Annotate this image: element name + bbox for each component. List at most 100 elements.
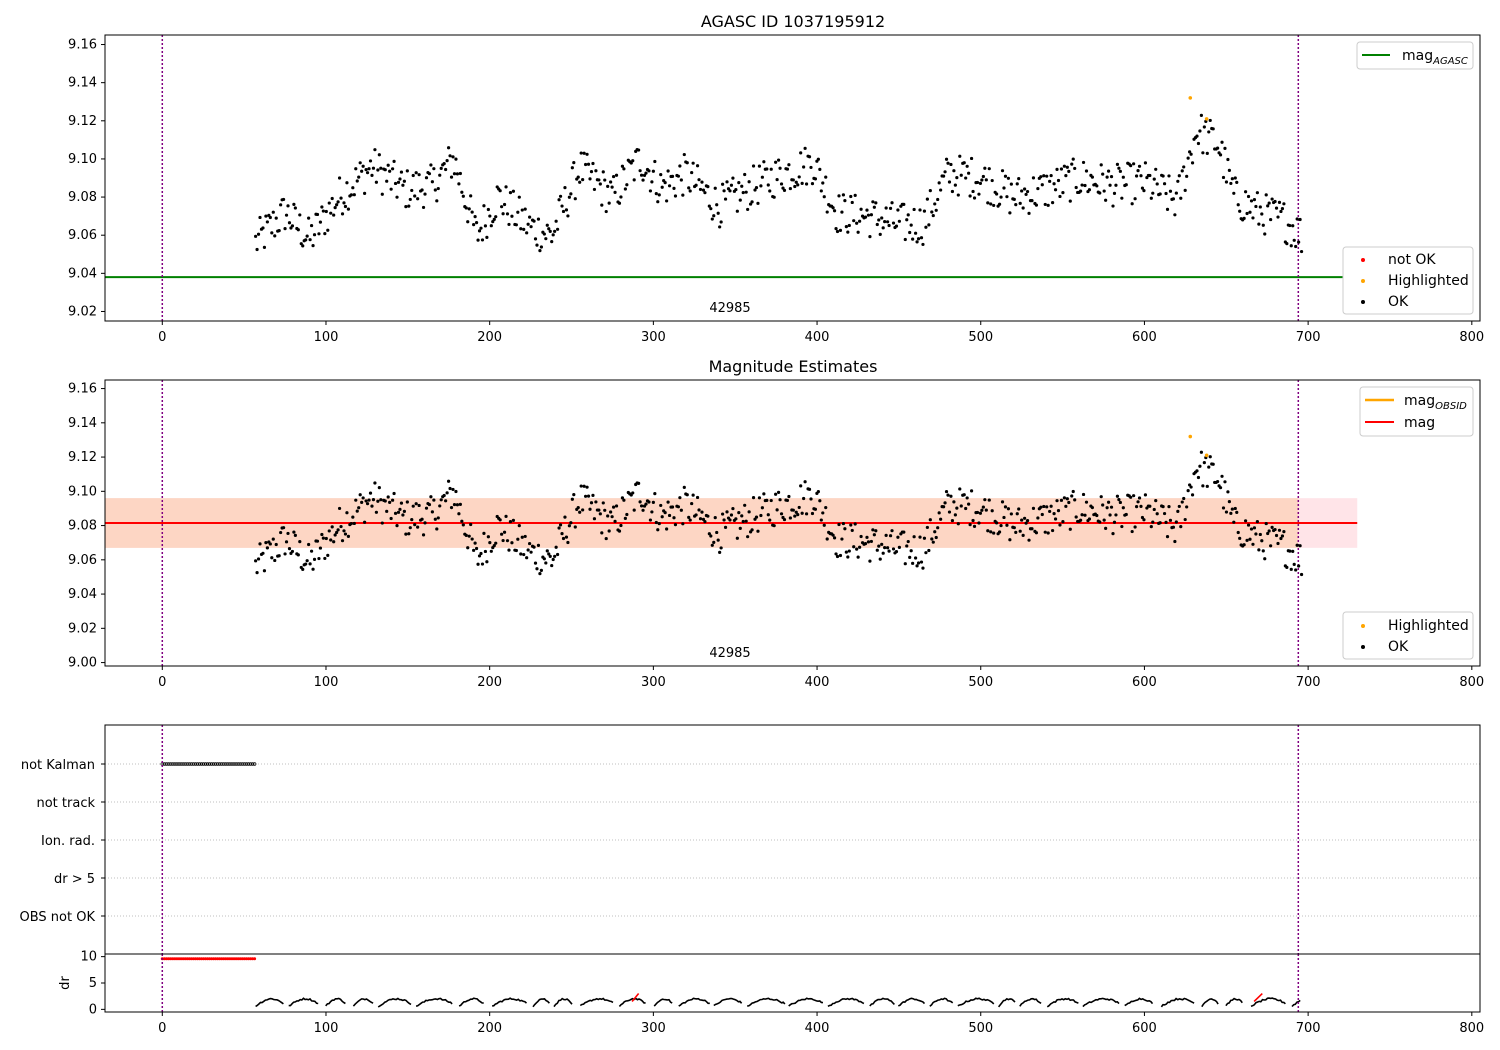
ok-point bbox=[927, 548, 931, 553]
ok-point bbox=[810, 511, 815, 516]
dr-segment bbox=[458, 997, 484, 1007]
legend2-ok-label: OK bbox=[1388, 639, 1409, 655]
ok-point bbox=[327, 529, 331, 533]
ok-point bbox=[477, 229, 482, 233]
ok-point bbox=[841, 193, 846, 197]
ok-point bbox=[995, 192, 999, 196]
ok-point bbox=[937, 181, 941, 185]
ok-point bbox=[321, 209, 325, 213]
ok-point bbox=[507, 548, 511, 552]
ok-point bbox=[1167, 504, 1171, 509]
highlighted-point bbox=[1188, 96, 1193, 100]
ok-point bbox=[1062, 164, 1066, 168]
ok-point bbox=[620, 496, 625, 500]
ok-point bbox=[1143, 161, 1148, 165]
ok-point bbox=[1080, 183, 1084, 187]
ok-point bbox=[1090, 506, 1094, 510]
ok-point bbox=[834, 227, 838, 231]
ok-point bbox=[262, 245, 267, 250]
ok-point bbox=[965, 164, 969, 168]
ok-point bbox=[1186, 488, 1190, 493]
ok-point bbox=[1230, 507, 1234, 511]
ok-point bbox=[977, 521, 981, 525]
ok-point bbox=[1211, 462, 1215, 466]
ok-point bbox=[256, 557, 261, 561]
ok-point bbox=[694, 513, 698, 517]
ok-point bbox=[545, 549, 549, 553]
ok-point bbox=[389, 187, 393, 191]
ok-point bbox=[343, 204, 348, 209]
ok-point bbox=[479, 551, 483, 556]
ok-point bbox=[622, 167, 626, 171]
not-kalman-marker bbox=[215, 762, 220, 766]
ok-point bbox=[1142, 518, 1146, 522]
ok-point bbox=[1274, 533, 1279, 538]
not-kalman-marker bbox=[172, 762, 176, 766]
ok-point bbox=[731, 176, 735, 180]
ok-point bbox=[1233, 506, 1237, 511]
ok-point bbox=[807, 487, 812, 491]
ok-point bbox=[472, 223, 476, 227]
ok-point bbox=[1142, 189, 1146, 193]
ok-point bbox=[843, 198, 847, 203]
ok-point bbox=[660, 185, 664, 189]
y-tick-label: 10 bbox=[80, 950, 97, 965]
ok-point bbox=[1087, 517, 1092, 521]
dr-segment bbox=[1160, 997, 1195, 1008]
ok-point bbox=[709, 207, 713, 211]
ok-point bbox=[502, 530, 507, 534]
ok-point bbox=[850, 200, 854, 205]
ok-point bbox=[983, 166, 987, 170]
ok-point bbox=[1235, 180, 1239, 184]
ok-point bbox=[1048, 509, 1052, 514]
ok-point bbox=[329, 538, 333, 542]
not-kalman-marker bbox=[199, 762, 204, 766]
ok-point bbox=[572, 161, 576, 165]
ok-point bbox=[1025, 189, 1030, 194]
ok-point bbox=[1065, 165, 1069, 169]
ok-point bbox=[647, 500, 651, 504]
dr-segment bbox=[747, 997, 786, 1007]
ok-point bbox=[550, 240, 554, 244]
ok-point bbox=[420, 517, 424, 521]
ok-point bbox=[821, 511, 825, 515]
ok-point bbox=[553, 554, 557, 558]
ok-point bbox=[703, 191, 707, 195]
ok-point bbox=[869, 213, 873, 217]
ok-point bbox=[405, 500, 409, 504]
ok-point bbox=[793, 184, 797, 189]
ok-point bbox=[332, 540, 336, 544]
ok-point bbox=[467, 534, 471, 538]
ok-point bbox=[958, 154, 962, 158]
ok-point bbox=[586, 494, 591, 498]
panel2-frame bbox=[104, 379, 1481, 667]
ok-point bbox=[604, 209, 608, 214]
ok-point bbox=[690, 170, 694, 175]
dr-segment bbox=[713, 997, 743, 1007]
ok-point bbox=[1049, 504, 1053, 508]
ok-point bbox=[1257, 548, 1261, 552]
ok-point bbox=[1199, 450, 1203, 454]
dr-segment bbox=[255, 997, 284, 1008]
ok-point bbox=[863, 542, 868, 546]
ok-point bbox=[1289, 567, 1293, 571]
dr-segment bbox=[929, 997, 954, 1007]
ok-point bbox=[931, 213, 935, 218]
ok-point bbox=[928, 189, 932, 193]
not-kalman-marker bbox=[190, 762, 194, 766]
ok-point bbox=[869, 539, 873, 544]
ok-point bbox=[330, 196, 334, 201]
ok-point bbox=[897, 219, 901, 223]
ok-point bbox=[395, 195, 399, 199]
legend-not-ok-label: not OK bbox=[1388, 252, 1436, 268]
ok-point bbox=[1218, 153, 1223, 157]
ok-point bbox=[1233, 176, 1237, 180]
ok-point bbox=[457, 512, 461, 516]
ok-point bbox=[691, 161, 695, 165]
ok-point bbox=[424, 506, 429, 510]
ok-point bbox=[802, 165, 806, 169]
ok-point bbox=[1227, 168, 1231, 172]
ok-point bbox=[936, 197, 940, 202]
ok-point bbox=[1101, 172, 1105, 176]
